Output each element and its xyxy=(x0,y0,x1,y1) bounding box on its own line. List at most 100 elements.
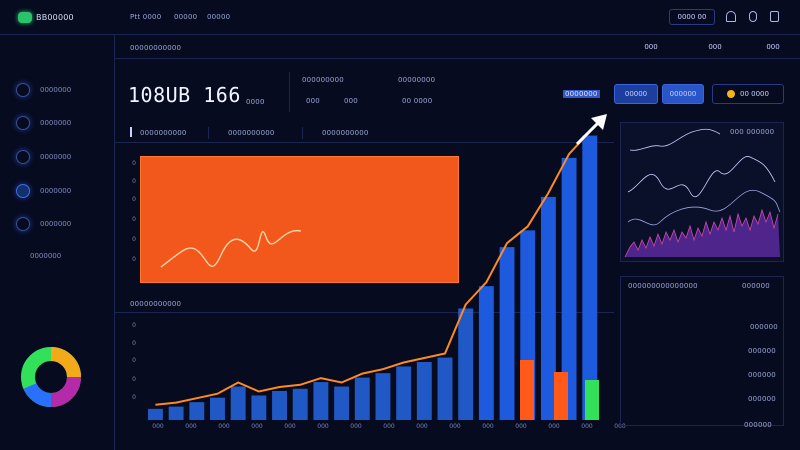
brand-name: BB00000 xyxy=(36,13,74,22)
lower-y-tick: 0 xyxy=(132,357,136,364)
right-top-title: 000 000000 xyxy=(730,128,775,136)
overview-icon xyxy=(16,83,30,97)
sidebar-item-reports[interactable]: 0000000 xyxy=(16,149,112,165)
nav-item[interactable]: Ptt 0000 xyxy=(130,13,162,21)
sidebar-item-overview[interactable]: 0000000 xyxy=(16,82,112,98)
x-tick: 000 xyxy=(614,423,626,430)
sidebar-item-label: 0000000 xyxy=(40,220,72,228)
sidebar-item-settings[interactable]: 0000000 xyxy=(16,183,112,199)
range-tab-1[interactable]: 000 xyxy=(640,42,662,52)
donut-segment-orange xyxy=(50,347,81,378)
tab-3[interactable]: 0000000000 xyxy=(322,129,369,137)
bar[interactable] xyxy=(189,402,205,420)
right-bottom-row: 000000 xyxy=(748,395,776,403)
x-tick: 000 xyxy=(449,423,461,430)
stat-1-label: 000000000 xyxy=(302,76,344,84)
reports-icon xyxy=(16,150,30,164)
x-tick: 000 xyxy=(482,423,494,430)
range-tab-2[interactable]: 000 xyxy=(704,42,726,52)
bar[interactable] xyxy=(334,386,350,420)
x-tick: 000 xyxy=(416,423,428,430)
bar[interactable] xyxy=(582,135,598,421)
right-bottom-legend: 000000 xyxy=(742,282,770,290)
top-divider xyxy=(0,34,800,35)
lower-y-tick: 0 xyxy=(132,340,136,347)
bar[interactable] xyxy=(458,308,474,420)
big-value: 108UB 166 xyxy=(128,83,241,107)
stat-2-a: 00 0000 xyxy=(402,97,433,105)
y-tick: 0 xyxy=(132,216,136,223)
x-tick: 000 xyxy=(152,423,164,430)
y-tick: 0 xyxy=(132,160,136,167)
lower-section-divider xyxy=(114,312,614,313)
nav-item[interactable]: 00000 xyxy=(207,13,231,21)
sidebar-item-label: 0000000 xyxy=(40,153,72,161)
bar[interactable] xyxy=(416,362,432,420)
x-tick: 000 xyxy=(515,423,527,430)
stat-1-a: 000 xyxy=(306,97,320,105)
stat-divider xyxy=(289,72,290,112)
sidebar-item-label: 0000000 xyxy=(40,187,72,195)
more-icon[interactable] xyxy=(770,11,779,22)
header-divider xyxy=(114,58,800,59)
bar[interactable] xyxy=(437,357,453,420)
donut-segment-blue xyxy=(23,382,52,407)
lower-y-tick: 0 xyxy=(132,376,136,383)
right-bottom-row: 000000 xyxy=(750,323,778,331)
secondary-button-label: 000000 xyxy=(669,90,697,98)
bell-icon[interactable] xyxy=(726,11,736,22)
user-icon[interactable] xyxy=(749,11,757,22)
x-tick: 000 xyxy=(251,423,263,430)
x-tick: 000 xyxy=(383,423,395,430)
bar[interactable] xyxy=(272,391,287,420)
tab-1[interactable]: 0000000000 xyxy=(140,129,187,137)
nav-item[interactable]: 00000 xyxy=(174,13,198,21)
bar[interactable] xyxy=(540,196,556,420)
trend-line xyxy=(155,130,591,406)
bar[interactable] xyxy=(375,373,391,420)
bar[interactable] xyxy=(251,395,267,420)
secondary-button[interactable]: 000000 xyxy=(662,84,704,104)
bar[interactable] xyxy=(313,382,329,420)
logo-icon xyxy=(18,12,32,23)
bar[interactable] xyxy=(561,157,577,420)
range-tab-3[interactable]: 000 xyxy=(762,42,784,52)
stat-2-label: 00000000 xyxy=(398,76,436,84)
right-bottom-title: 000000000000000 xyxy=(628,282,698,290)
highlight-sparkline xyxy=(160,230,302,268)
bar[interactable] xyxy=(478,286,494,420)
range-tab-label: 000 xyxy=(708,43,722,51)
sidebar-item-logout[interactable]: 0000000 xyxy=(30,248,126,264)
tab-2[interactable]: 0000000000 xyxy=(228,129,275,137)
accent-bar[interactable] xyxy=(520,360,534,420)
x-tick: 000 xyxy=(350,423,362,430)
bar[interactable] xyxy=(354,377,370,420)
primary-button[interactable]: 00000 xyxy=(614,84,658,104)
top-pill-button[interactable]: 0000 00 xyxy=(669,9,715,25)
sidebar-item-label: 0000000 xyxy=(40,119,72,127)
range-tab-label: 000 xyxy=(644,43,658,51)
filter-button[interactable]: 00 0000 xyxy=(712,84,784,104)
bar[interactable] xyxy=(210,397,225,420)
highlight-panel xyxy=(140,156,459,283)
bar[interactable] xyxy=(396,366,412,420)
bar[interactable] xyxy=(168,406,184,420)
lower-y-tick: 0 xyxy=(132,394,136,401)
brand-logo[interactable]: BB00000 xyxy=(18,12,74,23)
bar[interactable] xyxy=(148,408,163,420)
users-icon xyxy=(16,217,30,231)
bar[interactable] xyxy=(230,386,246,420)
accent-bar[interactable] xyxy=(585,380,599,420)
sidebar-item-users[interactable]: 0000000 xyxy=(16,216,112,232)
bar[interactable] xyxy=(499,247,515,420)
sidebar-item-label: 0000000 xyxy=(40,86,72,94)
accent-bar[interactable] xyxy=(554,372,568,420)
bar[interactable] xyxy=(292,388,308,420)
main-bar-chart xyxy=(148,130,599,421)
donut-chart xyxy=(21,347,81,407)
settings-icon xyxy=(16,184,30,198)
right-bottom-row: 000000 xyxy=(744,421,772,429)
sidebar-item-analytics[interactable]: 0000000 xyxy=(16,115,112,131)
tab-sep xyxy=(208,127,209,139)
right-bottom-panel xyxy=(620,276,784,426)
